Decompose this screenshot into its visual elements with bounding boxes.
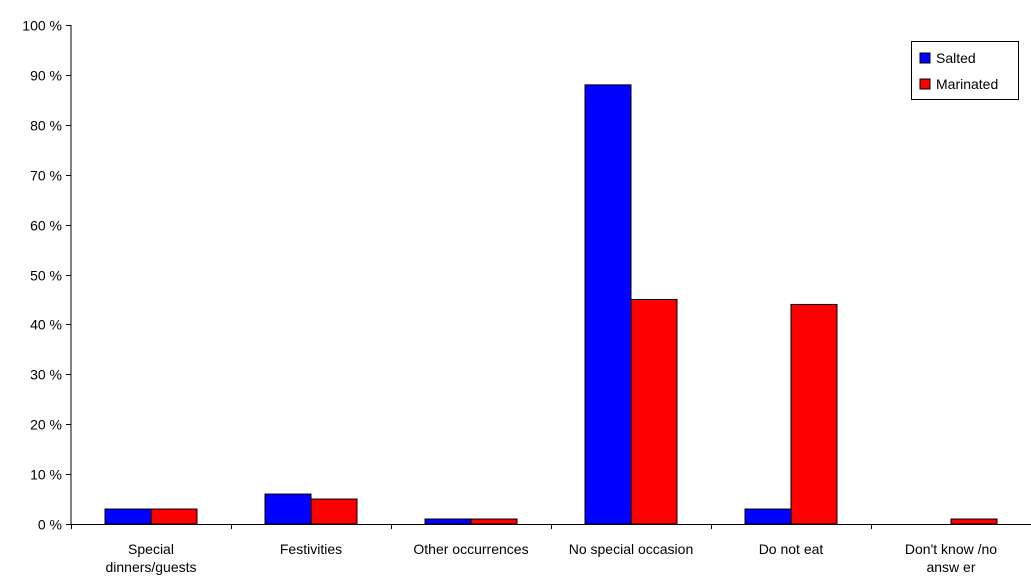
x-category-label-line: Special (128, 541, 174, 557)
bar-salted-3 (584, 84, 632, 525)
legend-label-marinated: Marinated (936, 76, 998, 92)
bar-salted-1 (264, 493, 312, 525)
y-tick-label: 40 % (30, 317, 62, 333)
y-tick-label: 0 % (38, 517, 62, 533)
y-tick-label: 50 % (30, 268, 62, 284)
y-tick-label: 70 % (30, 168, 62, 184)
y-tick-label: 90 % (30, 68, 62, 84)
bar-marinated-2 (470, 518, 518, 525)
legend-box (911, 41, 1019, 100)
x-category-label: Other occurrences (413, 541, 528, 557)
legend-label-salted: Salted (936, 50, 976, 66)
x-category-label: No special occasion (569, 541, 694, 557)
x-category-label: Do not eat (759, 541, 824, 557)
y-tick-label: 20 % (30, 417, 62, 433)
bars (104, 84, 998, 525)
y-axis: 0 % 10 % 20 % 30 % 40 % 50 % 60 % 70 % 80 % 90 % 1… (22, 18, 72, 533)
y-tick-label: 100 % (22, 18, 62, 34)
y-tick-label: 60 % (30, 218, 62, 234)
bar-salted-0 (104, 508, 152, 525)
x-category-label-line: dinners/guests (105, 559, 196, 575)
x-category-label-line: Don't know /no (905, 541, 997, 557)
x-category-label: Festivities (280, 541, 342, 557)
bar-salted-4 (744, 508, 792, 525)
y-tick-label: 10 % (30, 467, 62, 483)
x-category-label-line: Do not eat (759, 541, 824, 557)
x-category-label-line: No special occasion (569, 541, 694, 557)
x-category-label-line: Festivities (280, 541, 342, 557)
legend-swatch-salted (919, 52, 931, 64)
bar-marinated-4 (790, 303, 838, 525)
bar-salted-2 (424, 518, 472, 525)
bar-marinated-5 (950, 518, 998, 525)
y-tick-label: 80 % (30, 118, 62, 134)
x-axis: Special dinners/guests Festivities Other oc… (71, 524, 1031, 575)
x-category-label-line: Other occurrences (413, 541, 528, 557)
bar-marinated-0 (150, 508, 198, 525)
x-category-label-line: answ er (926, 559, 975, 575)
x-category-label: Special dinners/guests (105, 541, 196, 575)
bar-marinated-1 (310, 498, 358, 525)
x-category-label: Don't know /no answ er (905, 541, 997, 575)
bar-marinated-3 (630, 298, 678, 525)
y-tick-label: 30 % (30, 367, 62, 383)
legend: Salted Marinated (911, 41, 1019, 100)
legend-swatch-marinated (919, 78, 931, 90)
